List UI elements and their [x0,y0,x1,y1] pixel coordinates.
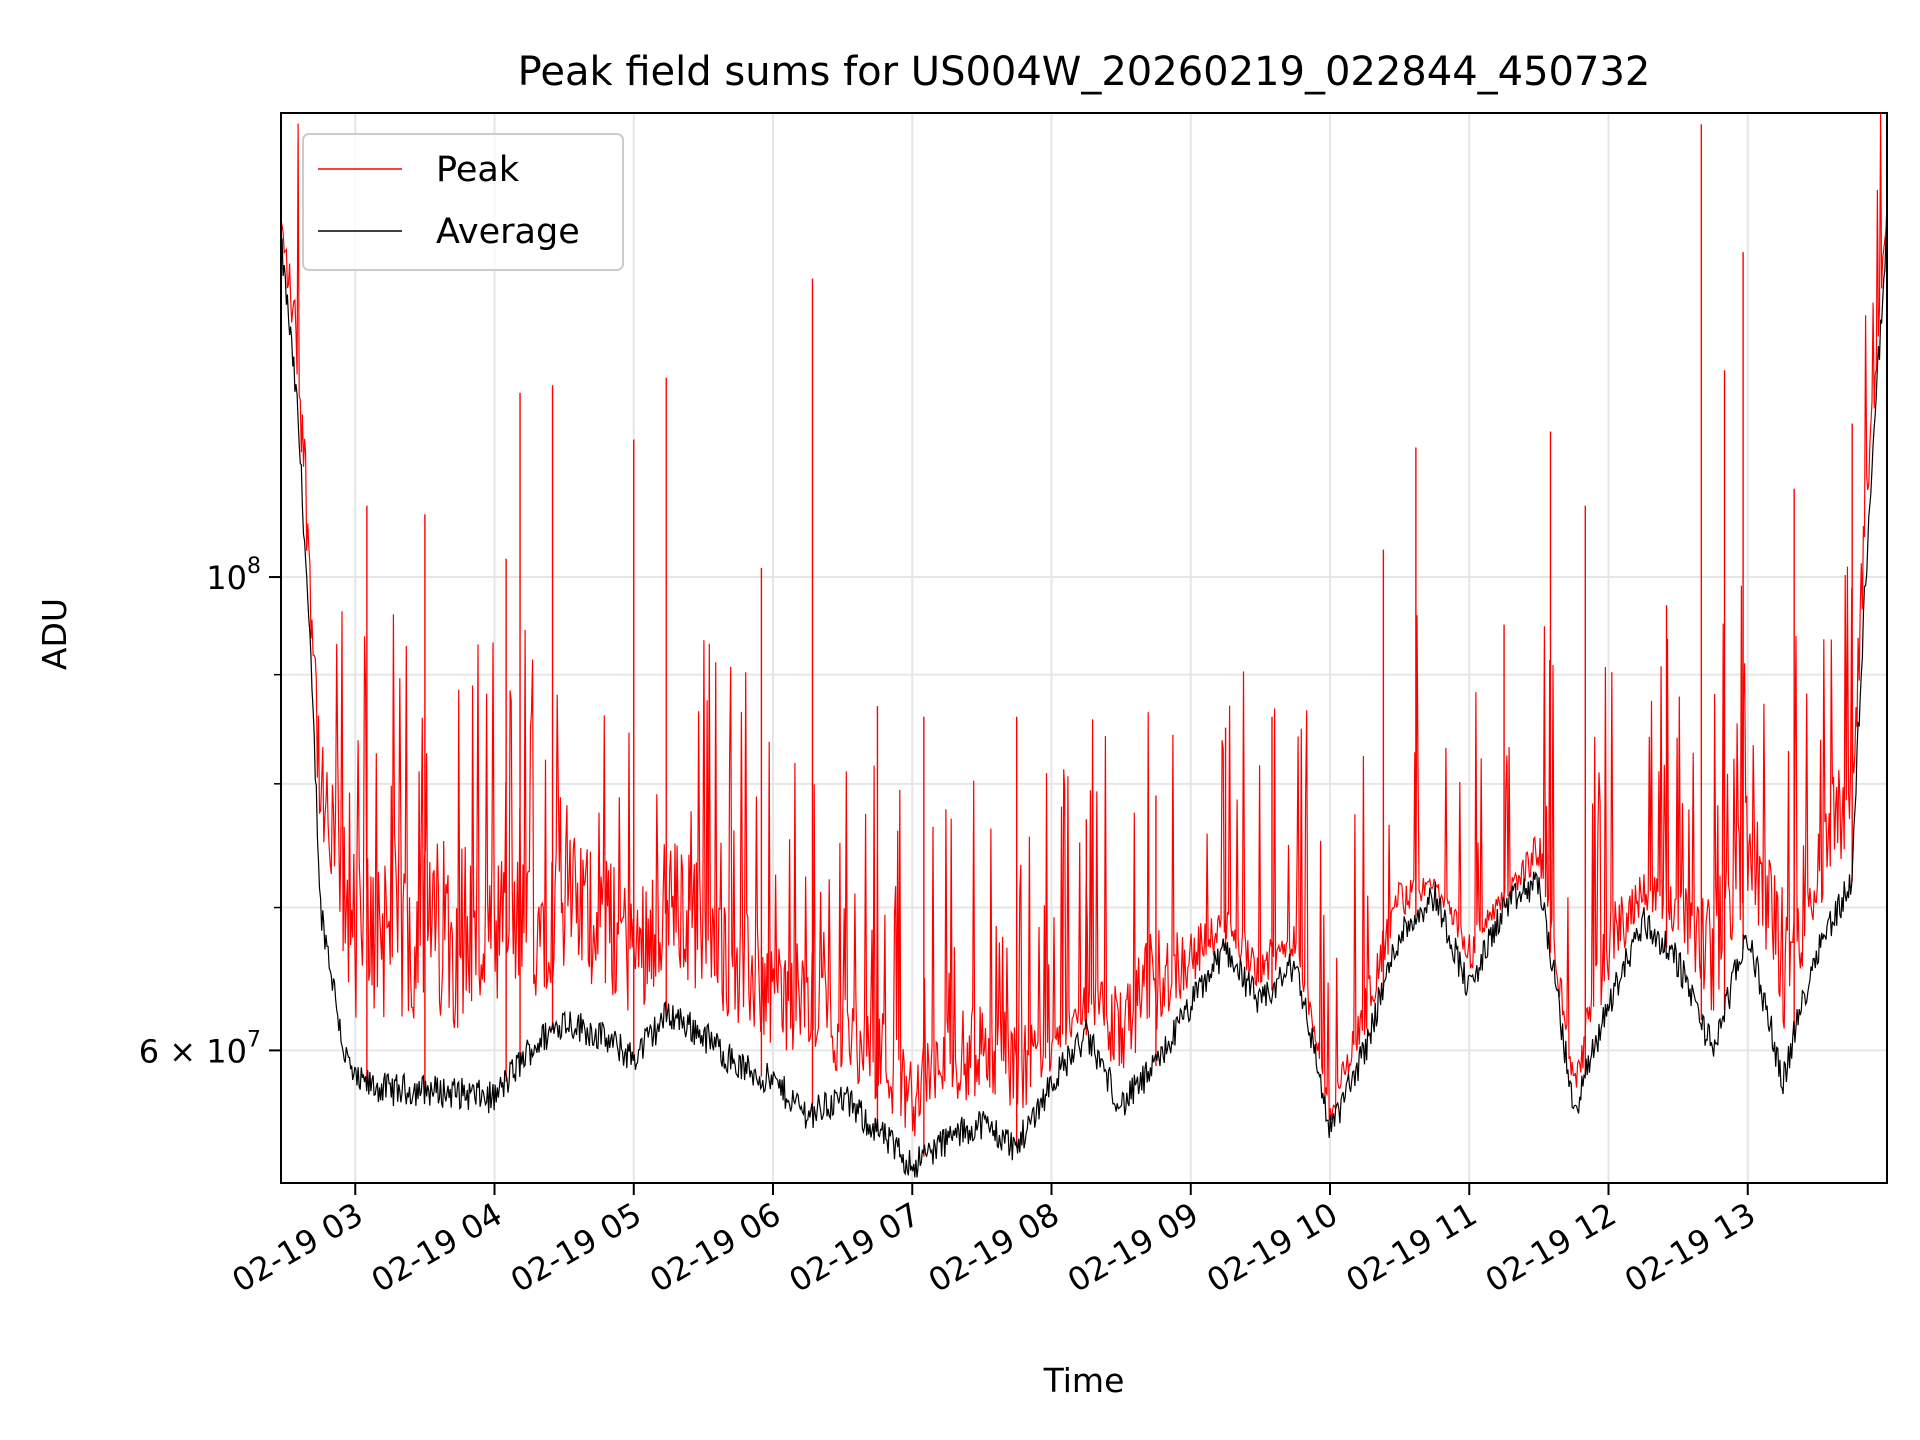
legend: Peak Average [302,133,624,271]
y-tick-label-exponent: 8 [247,554,261,579]
series-line-average [280,233,1888,1178]
y-tick-label-base: 6 × 10 [139,1032,247,1070]
y-tick-label-exponent: 7 [247,1027,261,1052]
chart-title: Peak field sums for US004W_20260219_0228… [518,49,1651,95]
y-axis-title: ADU [35,598,74,670]
grid-lines [281,113,1887,1183]
legend-box [302,133,624,271]
y-tick-label: 108 [206,554,261,597]
plot-frame [280,112,1888,1184]
legend-label-peak: Peak [436,150,520,190]
x-axis-title: Time [1043,1361,1125,1400]
series-layer [280,112,1888,1178]
legend-label-average: Average [436,212,580,252]
y-tick-label-base: 10 [206,559,247,597]
series-line-peak [280,112,1888,1137]
y-tick-label: 6 × 107 [139,1027,261,1070]
y-axis: 108 6 × 107 [139,554,281,1070]
